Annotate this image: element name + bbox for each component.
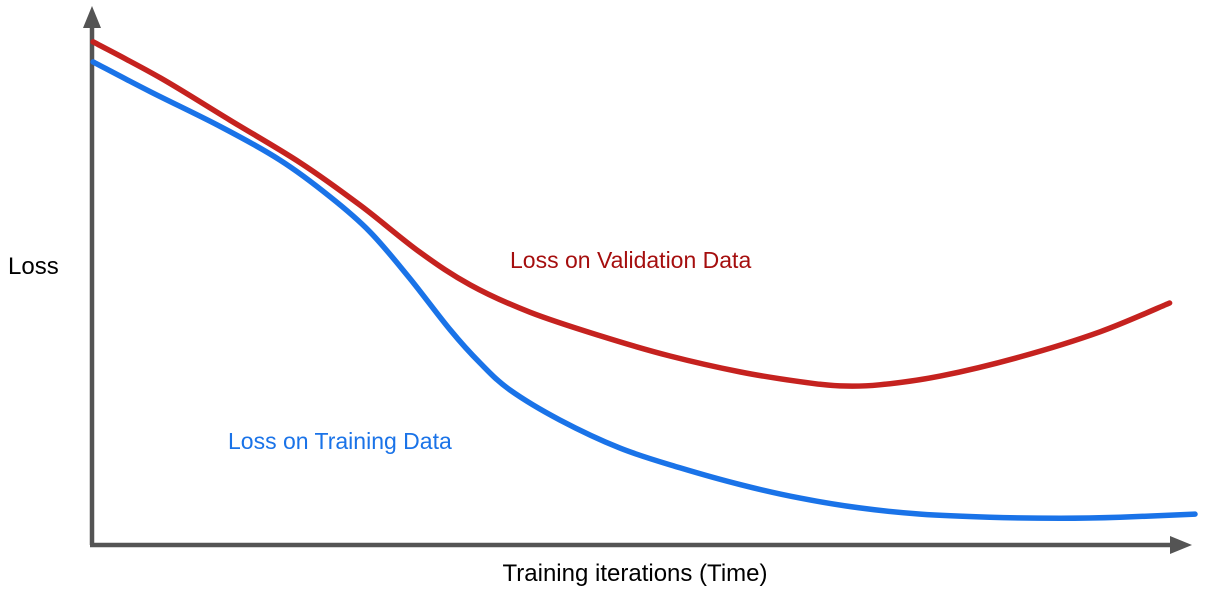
x-axis-label: Training iterations (Time) [502, 560, 768, 587]
series-curve-0 [90, 39, 1173, 389]
training-series-label: Loss on Training Data [228, 428, 452, 454]
series-curve-1 [90, 59, 1198, 521]
validation-series-label: Loss on Validation Data [510, 247, 752, 273]
y-axis-label: Loss [8, 253, 59, 280]
